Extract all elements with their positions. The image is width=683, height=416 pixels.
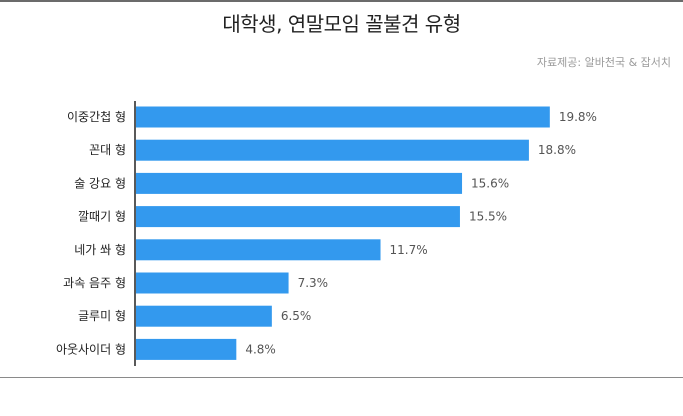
category-label: 술 강요 형	[74, 176, 126, 190]
bar	[136, 172, 463, 194]
value-label: 15.6%	[471, 176, 509, 190]
page-title: 대학생, 연말모임 꼴불견 유형	[222, 12, 461, 36]
value-label: 18.8%	[538, 143, 576, 157]
bar	[136, 106, 550, 128]
category-label: 과속 음주 형	[63, 276, 126, 290]
value-label: 7.3%	[298, 276, 329, 290]
category-label: 네가 쏴 형	[74, 243, 126, 257]
bar	[136, 338, 237, 360]
category-label: 글루미 형	[78, 309, 126, 323]
bottom-divider	[0, 377, 683, 378]
value-label: 4.8%	[245, 342, 276, 356]
category-label: 아웃사이더 형	[56, 342, 126, 356]
bar	[136, 206, 460, 228]
bar	[136, 305, 272, 327]
value-label: 11.7%	[390, 243, 428, 257]
value-label: 15.5%	[469, 210, 507, 224]
source-note: 자료제공: 알바천국 & 잡서치	[536, 56, 671, 69]
category-label: 깔때기 형	[78, 210, 126, 224]
category-label: 꼰대 형	[89, 143, 126, 157]
top-divider	[0, 0, 683, 2]
bar	[136, 239, 381, 261]
category-label: 이중간첩 형	[67, 110, 126, 124]
value-label: 19.8%	[559, 110, 597, 124]
bar	[136, 272, 289, 294]
value-label: 6.5%	[281, 309, 312, 323]
bar	[136, 139, 529, 161]
